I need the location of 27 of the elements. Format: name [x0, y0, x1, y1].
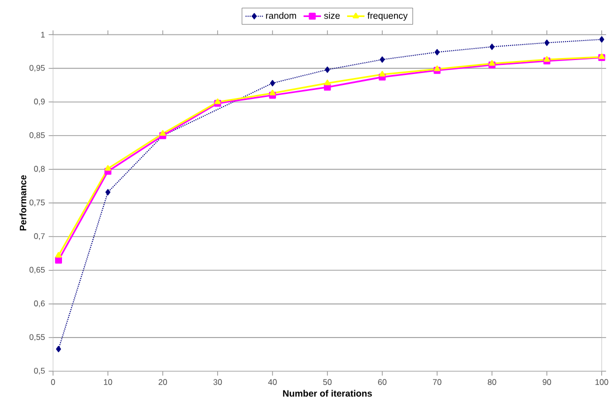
- y-tick-label: 0,8: [34, 166, 45, 173]
- x-tick-label: 10: [104, 379, 112, 385]
- x-tick-label: 40: [268, 379, 277, 385]
- y-tick-label: 0,7: [34, 233, 45, 240]
- x-tick-label: 0: [51, 379, 55, 385]
- y-tick-label: 0,5: [34, 368, 45, 375]
- y-axis-title: Performance: [20, 175, 26, 230]
- y-tick-label: 0,55: [30, 334, 45, 341]
- legend-label: size: [324, 12, 340, 19]
- x-tick-label: 50: [323, 379, 332, 385]
- legend-label: frequency: [367, 12, 408, 21]
- y-tick-label: 0,6: [34, 300, 45, 308]
- x-tick-label: 30: [213, 379, 222, 385]
- y-tick-label: 0,95: [30, 64, 45, 72]
- x-tick-label: 90: [542, 379, 552, 385]
- x-tick-label: 80: [488, 379, 496, 385]
- y-tick-label: 0,9: [34, 98, 45, 106]
- x-tick-label: 60: [378, 379, 386, 385]
- x-tick-label: 70: [432, 379, 442, 385]
- y-tick-label: 0,75: [30, 200, 45, 206]
- y-tick-label: 1: [41, 32, 45, 38]
- y-tick-label: 0,85: [30, 132, 45, 140]
- y-tick-label: 0,65: [30, 266, 45, 274]
- legend-label: random: [266, 12, 296, 19]
- x-axis-title: Number of iterations: [283, 390, 372, 397]
- x-tick-label: 100: [596, 379, 608, 385]
- x-tick-label: 20: [158, 379, 167, 385]
